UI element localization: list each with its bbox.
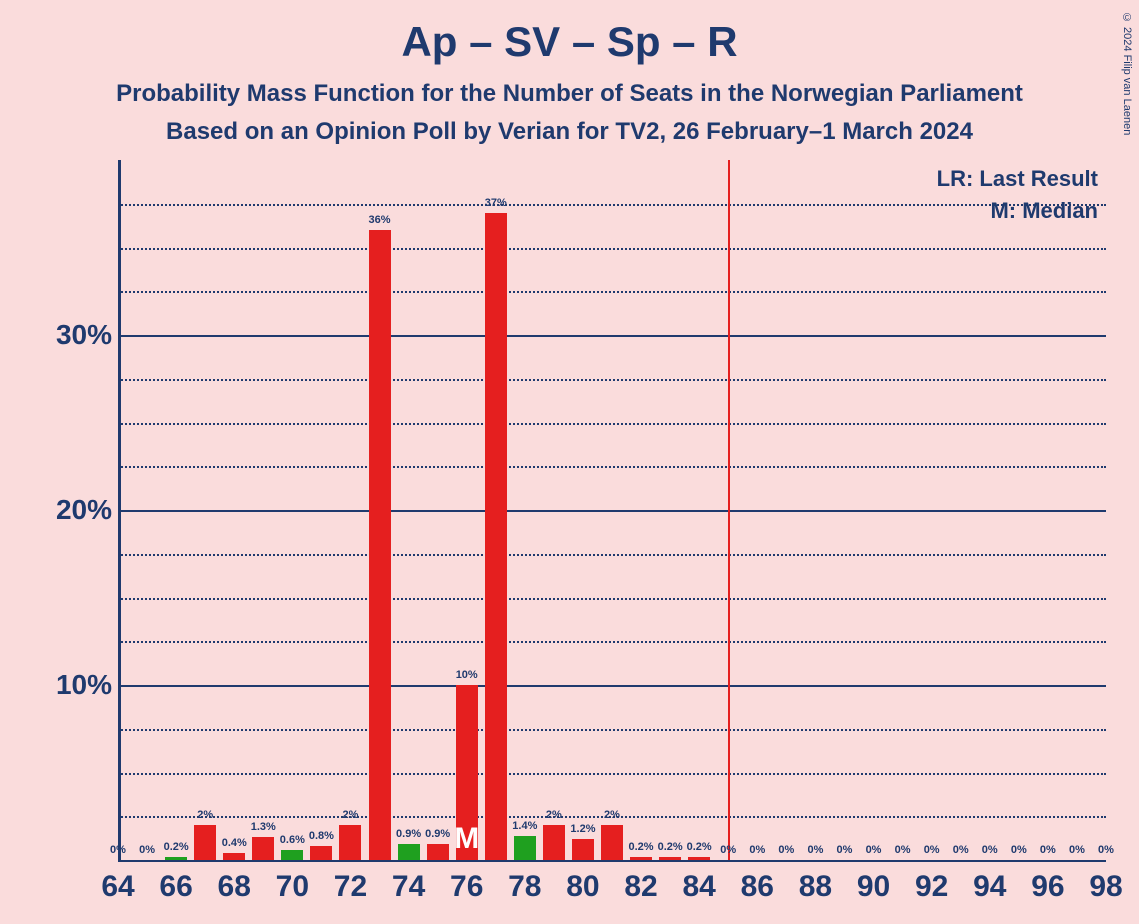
legend-lr: LR: Last Result (937, 166, 1098, 192)
gridline-minor (118, 466, 1106, 468)
bar (543, 825, 565, 860)
x-tick-label: 90 (857, 870, 890, 904)
gridline-minor (118, 204, 1106, 206)
bar-value-label: 0% (953, 844, 969, 856)
gridline-minor (118, 554, 1106, 556)
bar-value-label: 0.2% (658, 841, 683, 853)
bar-value-label: 0% (110, 844, 126, 856)
x-tick-label: 80 (566, 870, 599, 904)
bar-value-label: 0% (1040, 844, 1056, 856)
bar (514, 836, 536, 861)
gridline-minor (118, 248, 1106, 250)
bar-value-label: 0% (749, 844, 765, 856)
bar-value-label: 0% (837, 844, 853, 856)
bar-value-label: 0% (139, 844, 155, 856)
bar (194, 825, 216, 860)
gridline-minor (118, 598, 1106, 600)
x-tick-label: 98 (1089, 870, 1122, 904)
bar (427, 844, 449, 860)
chart-subtitle-1: Probability Mass Function for the Number… (0, 80, 1139, 108)
x-tick-label: 84 (682, 870, 715, 904)
bar (252, 837, 274, 860)
y-tick-label: 30% (56, 319, 112, 351)
gridline-major (118, 335, 1106, 337)
bar-value-label: 0.2% (164, 841, 189, 853)
bar-value-label: 0.6% (280, 834, 305, 846)
bar-value-label: 2% (197, 809, 213, 821)
gridline-major (118, 510, 1106, 512)
plot-area: LR: Last Result M: Median 10%20%30%64666… (118, 160, 1118, 860)
bar-value-label: 0% (807, 844, 823, 856)
legend-median: M: Median (990, 198, 1098, 224)
bar-value-label: 1.3% (251, 821, 276, 833)
x-tick-label: 66 (159, 870, 192, 904)
x-tick-label: 74 (392, 870, 425, 904)
bar-value-label: 0.8% (309, 830, 334, 842)
bar-value-label: 0.2% (629, 841, 654, 853)
x-tick-label: 94 (973, 870, 1006, 904)
bar (659, 857, 681, 861)
bar-value-label: 2% (546, 809, 562, 821)
bar-value-label: 0% (778, 844, 794, 856)
x-axis-baseline (118, 860, 1106, 862)
gridline-minor (118, 773, 1106, 775)
x-tick-label: 68 (218, 870, 251, 904)
x-tick-label: 96 (1031, 870, 1064, 904)
bar-value-label: 1.2% (570, 823, 595, 835)
bar (601, 825, 623, 860)
bar-value-label: 0.9% (425, 828, 450, 840)
bar-value-label: 2% (343, 809, 359, 821)
y-tick-label: 10% (56, 669, 112, 701)
x-tick-label: 64 (101, 870, 134, 904)
x-tick-label: 82 (624, 870, 657, 904)
gridline-minor (118, 291, 1106, 293)
bar-value-label: 0% (720, 844, 736, 856)
gridline-minor (118, 379, 1106, 381)
x-tick-label: 88 (799, 870, 832, 904)
x-tick-label: 76 (450, 870, 483, 904)
bar (572, 839, 594, 860)
bar (339, 825, 361, 860)
gridline-minor (118, 423, 1106, 425)
last-result-line (728, 160, 730, 860)
bar-value-label: 0% (1011, 844, 1027, 856)
y-tick-label: 20% (56, 494, 112, 526)
bar-value-label: 36% (369, 214, 391, 226)
x-tick-label: 92 (915, 870, 948, 904)
bar-value-label: 0.2% (687, 841, 712, 853)
bar-value-label: 0% (1098, 844, 1114, 856)
bar (688, 857, 710, 861)
bar-value-label: 0.9% (396, 828, 421, 840)
bar-value-label: 0% (895, 844, 911, 856)
bar-value-label: 2% (604, 809, 620, 821)
chart-subtitle-2: Based on an Opinion Poll by Verian for T… (0, 118, 1139, 146)
chart-canvas: © 2024 Filip van Laenen Ap – SV – Sp – R… (0, 0, 1139, 924)
bar-value-label: 0.4% (222, 837, 247, 849)
x-tick-label: 72 (334, 870, 367, 904)
gridline-major (118, 685, 1106, 687)
bar-value-label: 37% (485, 197, 507, 209)
gridline-minor (118, 641, 1106, 643)
bar (165, 857, 187, 861)
x-tick-label: 70 (276, 870, 309, 904)
x-tick-label: 86 (741, 870, 774, 904)
chart-title: Ap – SV – Sp – R (0, 18, 1139, 66)
bar (630, 857, 652, 861)
bar (485, 213, 507, 861)
bar-value-label: 1.4% (512, 820, 537, 832)
bar (398, 844, 420, 860)
bar (223, 853, 245, 860)
bar-value-label: 0% (866, 844, 882, 856)
bar-value-label: 0% (982, 844, 998, 856)
gridline-minor (118, 729, 1106, 731)
bar-value-label: 0% (924, 844, 940, 856)
bar (281, 850, 303, 861)
bar (310, 846, 332, 860)
x-tick-label: 78 (508, 870, 541, 904)
bar-value-label: 0% (1069, 844, 1085, 856)
median-marker: M (454, 822, 479, 856)
bar (369, 230, 391, 860)
bar-value-label: 10% (456, 669, 478, 681)
